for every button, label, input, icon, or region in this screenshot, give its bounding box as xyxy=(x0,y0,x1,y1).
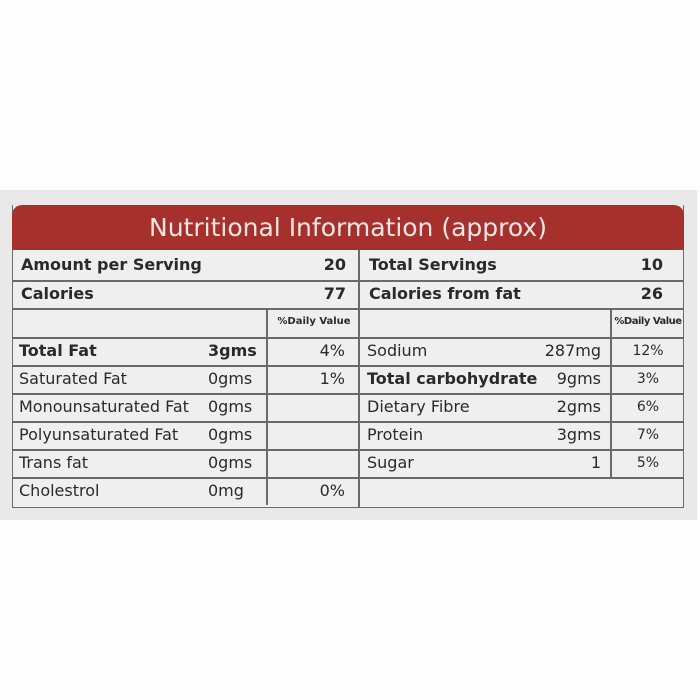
nutrient-name: Dietary Fibre xyxy=(367,397,470,416)
nutrient-name: Saturated Fat xyxy=(19,369,127,388)
nutrient-amount: 2gms xyxy=(556,397,601,416)
row-divider xyxy=(13,365,683,367)
row-divider xyxy=(13,280,683,282)
amount-per-serving-label: Amount per Serving xyxy=(21,255,202,274)
nutrient-dv: 12% xyxy=(632,343,664,359)
nutrient-amount: 0gms xyxy=(208,453,253,472)
total-servings-label: Total Servings xyxy=(369,255,497,274)
nutrient-amount: 1 xyxy=(590,453,601,472)
nutrient-name: Total Fat xyxy=(19,341,97,360)
nutrient-dv: 1% xyxy=(319,369,345,388)
left-dv-divider xyxy=(266,308,268,505)
nutrient-name: Sodium xyxy=(367,341,428,360)
nutrient-amount: 0mg xyxy=(208,481,244,500)
row-divider xyxy=(13,449,683,451)
nutrient-name: Cholestrol xyxy=(19,481,100,500)
nutrient-amount: 9gms xyxy=(556,369,601,388)
amount-per-serving-value: 20 xyxy=(323,255,346,274)
nutrient-dv: 7% xyxy=(636,427,660,443)
nutrient-amount: 0gms xyxy=(208,425,253,444)
row-divider xyxy=(13,308,683,310)
nutrient-name: Polyunsaturated Fat xyxy=(19,425,179,444)
nutrient-dv: 3% xyxy=(636,371,660,387)
nutrient-amount: 0gms xyxy=(208,397,253,416)
calories-from-fat-value: 26 xyxy=(640,284,663,303)
nutrient-name: Monounsaturated Fat xyxy=(19,397,189,416)
nutrition-label: Nutritional Information (approx) Amount … xyxy=(12,205,684,508)
nutrient-amount: 0gms xyxy=(208,369,253,388)
total-servings-value: 10 xyxy=(640,255,663,274)
center-divider xyxy=(358,250,360,507)
nutrient-amount: 287mg xyxy=(544,341,601,360)
right-dv-divider xyxy=(610,308,612,477)
nutrient-name: Trans fat xyxy=(19,453,89,472)
label-title: Nutritional Information (approx) xyxy=(12,205,684,250)
nutrient-amount: 3gms xyxy=(556,425,601,444)
row-divider xyxy=(13,337,683,339)
right-dv-header: %Daily Value xyxy=(614,316,682,327)
calories-from-fat-label: Calories from fat xyxy=(369,284,521,303)
left-dv-header: %Daily Value xyxy=(277,316,351,327)
row-divider xyxy=(13,477,683,479)
nutrient-dv: 5% xyxy=(636,455,660,471)
row-divider xyxy=(13,421,683,423)
nutrient-name: Protein xyxy=(367,425,424,444)
nutrient-dv: 4% xyxy=(319,341,345,360)
nutrient-amount: 3gms xyxy=(208,341,257,360)
nutrient-dv: 0% xyxy=(319,481,345,500)
row-divider xyxy=(13,393,683,395)
calories-value: 77 xyxy=(323,284,346,303)
nutrient-dv: 6% xyxy=(636,399,660,415)
nutrient-name: Total carbohydrate xyxy=(367,369,538,388)
calories-label: Calories xyxy=(21,284,94,303)
nutrient-name: Sugar xyxy=(367,453,414,472)
